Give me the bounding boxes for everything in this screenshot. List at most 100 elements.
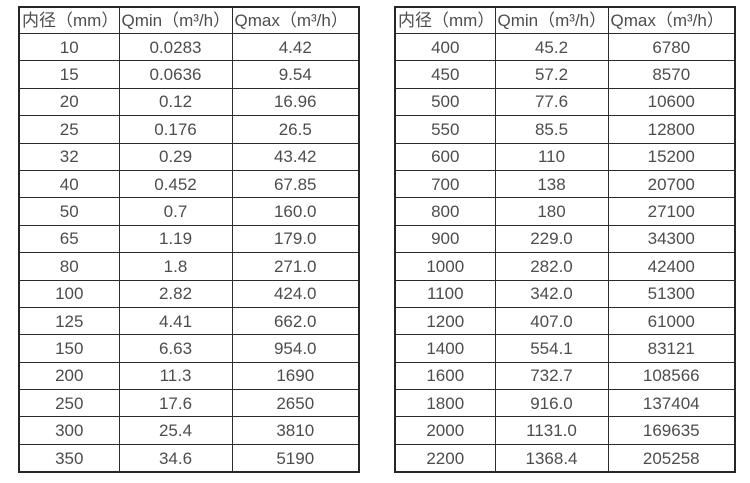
cell-diameter: 550 [394,115,496,144]
cell-qmin: 732.7 [494,361,609,391]
cell-qmax: 51300 [607,279,736,308]
cell-diameter: 900 [394,224,496,254]
cell-qmin: 1.19 [118,224,233,254]
table-row: 1000 282.0 42400 [394,252,736,281]
cell-qmin: 229.0 [494,224,609,254]
flow-rate-table-large-diameters: 内径（mm） Qmin（m³/h） Qmax（m³/h） 400 45.2 6780 45… [394,6,736,474]
cell-diameter: 100 [18,279,120,308]
cell-diameter: 600 [394,142,496,171]
cell-diameter: 400 [394,32,496,62]
table-row: 125 4.41 662.0 [18,306,360,336]
table-row: 500 77.6 10600 [394,87,736,117]
cell-qmin: 45.2 [494,32,609,62]
cell-diameter: 300 [18,416,120,445]
table-row: 450 57.2 8570 [394,60,736,89]
header-row: 内径（mm） Qmin（m³/h） Qmax（m³/h） [394,6,736,34]
table-row: 900 229.0 34300 [394,224,736,254]
cell-qmax: 3810 [231,416,360,445]
cell-diameter: 350 [18,443,120,473]
cell-diameter: 1000 [394,252,496,281]
cell-qmin: 0.452 [118,169,233,199]
cell-qmax: 179.0 [231,224,360,254]
column-header-diameter: 内径（mm） [18,6,120,34]
cell-qmax: 20700 [607,169,736,199]
table-row: 65 1.19 179.0 [18,224,360,254]
cell-qmin: 11.3 [118,361,233,391]
cell-qmax: 42400 [607,252,736,281]
table-row: 800 180 27100 [394,197,736,226]
cell-qmin: 0.29 [118,142,233,171]
cell-diameter: 450 [394,60,496,89]
table-row: 1400 554.1 83121 [394,334,736,363]
cell-qmin: 0.176 [118,115,233,144]
cell-diameter: 20 [18,87,120,117]
cell-qmax: 137404 [607,389,736,418]
table-row: 2200 1368.4 205258 [394,443,736,473]
table-row: 2000 1131.0 169635 [394,416,736,445]
cell-qmin: 916.0 [494,389,609,418]
cell-qmax: 424.0 [231,279,360,308]
cell-qmin: 342.0 [494,279,609,308]
cell-diameter: 700 [394,169,496,199]
table-row: 1200 407.0 61000 [394,306,736,336]
cell-diameter: 125 [18,306,120,336]
table-row: 1100 342.0 51300 [394,279,736,308]
cell-qmax: 6780 [607,32,736,62]
cell-qmin: 0.0636 [118,60,233,89]
cell-qmin: 180 [494,197,609,226]
cell-qmax: 27100 [607,197,736,226]
cell-qmax: 108566 [607,361,736,391]
column-header-diameter: 内径（mm） [394,6,496,34]
table-row: 25 0.176 26.5 [18,115,360,144]
cell-qmax: 16.96 [231,87,360,117]
cell-diameter: 150 [18,334,120,363]
cell-qmin: 25.4 [118,416,233,445]
table-row: 40 0.452 67.85 [18,169,360,199]
cell-qmin: 6.63 [118,334,233,363]
header-row: 内径（mm） Qmin（m³/h） Qmax（m³/h） [18,6,360,34]
cell-diameter: 15 [18,60,120,89]
cell-qmin: 407.0 [494,306,609,336]
table-row: 400 45.2 6780 [394,32,736,62]
table-row: 10 0.0283 4.42 [18,32,360,62]
cell-qmin: 4.41 [118,306,233,336]
table-row: 150 6.63 954.0 [18,334,360,363]
cell-qmax: 12800 [607,115,736,144]
table-row: 1600 732.7 108566 [394,361,736,391]
cell-qmin: 57.2 [494,60,609,89]
cell-diameter: 1100 [394,279,496,308]
cell-qmin: 1131.0 [494,416,609,445]
cell-qmax: 5190 [231,443,360,473]
cell-qmax: 61000 [607,306,736,336]
cell-qmax: 271.0 [231,252,360,281]
cell-qmin: 1368.4 [494,443,609,473]
cell-qmax: 1690 [231,361,360,391]
table-row: 20 0.12 16.96 [18,87,360,117]
cell-diameter: 10 [18,32,120,62]
cell-diameter: 800 [394,197,496,226]
table-row: 350 34.6 5190 [18,443,360,473]
cell-diameter: 1400 [394,334,496,363]
column-header-qmax: Qmax（m³/h） [607,6,736,34]
column-header-qmin: Qmin（m³/h） [494,6,609,34]
cell-diameter: 2000 [394,416,496,445]
table-row: 550 85.5 12800 [394,115,736,144]
cell-qmin: 554.1 [494,334,609,363]
table-row: 200 11.3 1690 [18,361,360,391]
table-row: 700 138 20700 [394,169,736,199]
table-row: 15 0.0636 9.54 [18,60,360,89]
cell-qmax: 15200 [607,142,736,171]
cell-qmin: 1.8 [118,252,233,281]
cell-diameter: 50 [18,197,120,226]
cell-diameter: 32 [18,142,120,171]
cell-qmax: 662.0 [231,306,360,336]
cell-qmax: 205258 [607,443,736,473]
tables-container: 内径（mm） Qmin（m³/h） Qmax（m³/h） 10 0.0283 4.42 1… [18,6,736,474]
cell-qmin: 282.0 [494,252,609,281]
table-row: 1800 916.0 137404 [394,389,736,418]
cell-qmax: 169635 [607,416,736,445]
cell-qmax: 160.0 [231,197,360,226]
cell-diameter: 1200 [394,306,496,336]
cell-diameter: 250 [18,389,120,418]
cell-qmax: 8570 [607,60,736,89]
